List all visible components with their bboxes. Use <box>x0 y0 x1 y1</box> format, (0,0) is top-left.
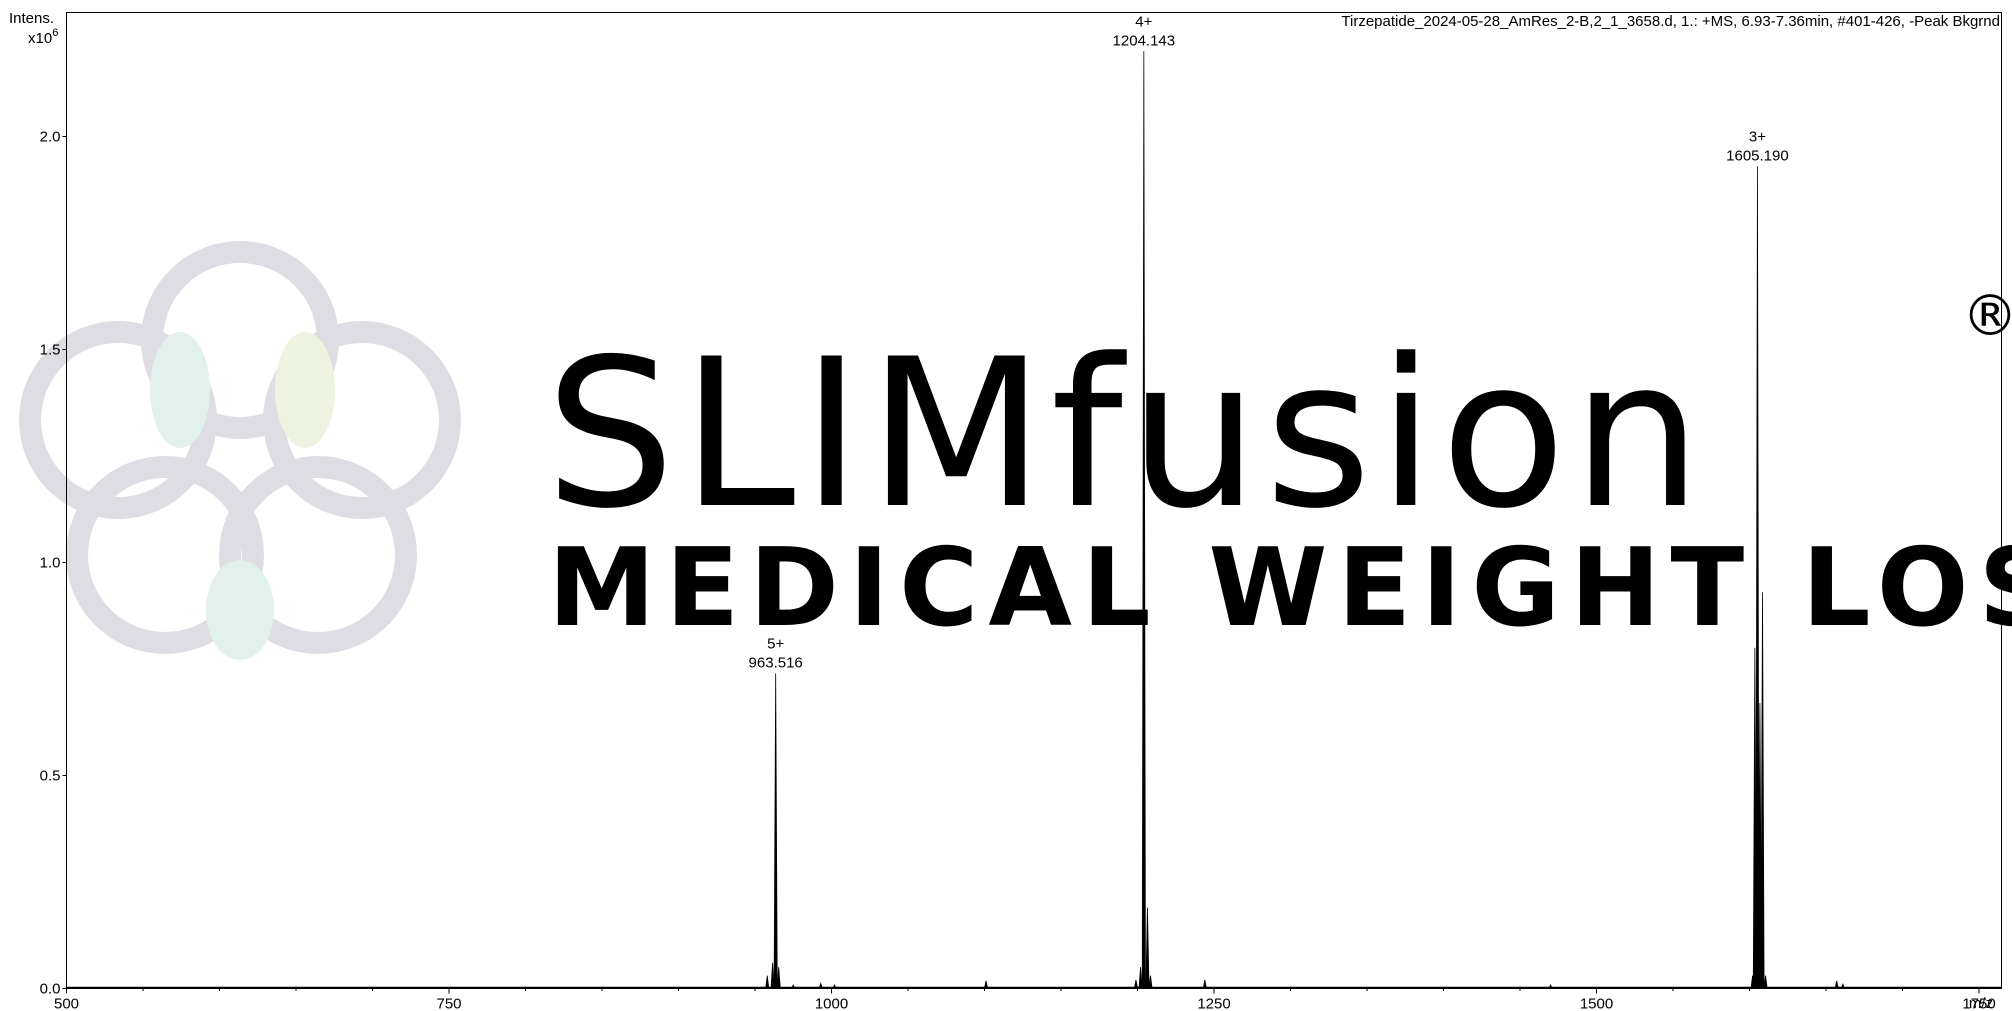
spectrum-peak <box>1548 984 1553 989</box>
x-axis: 50075010001250150017502000225025002750 <box>54 988 1996 1011</box>
spectrum-peak <box>1834 980 1839 989</box>
x-tick-label: 1750 <box>1962 996 1995 1011</box>
x-tick-label: 1500 <box>1580 996 1613 1011</box>
logo-leaf-c <box>206 560 274 660</box>
logo-ring-right <box>263 321 461 519</box>
logo-ring-bottom-left <box>66 456 264 654</box>
spectrum-peak <box>770 962 775 989</box>
spectrum-peak <box>1755 166 1760 989</box>
spectrum-peaks <box>765 51 1846 989</box>
spectrum-peak <box>776 967 781 989</box>
spectrum-peak <box>1202 979 1207 989</box>
spectrum-peak <box>1138 967 1143 989</box>
peak-annotations: 963.5165+1204.1434+1605.1903+1929.625240… <box>749 13 1789 671</box>
y-axis: 0.0 0.5 1.0 1.5 2.0 <box>40 129 67 998</box>
logo-leaf-a <box>150 332 210 448</box>
watermark: SLIMfusion ® MEDICAL WEIGHT LOSS <box>19 241 2012 660</box>
y-axis-label: Intens. <box>9 10 54 27</box>
plot-frame <box>66 12 2002 989</box>
y-tick-label: 2.0 <box>40 129 61 146</box>
x-axis-label: m/z <box>1969 995 1993 1011</box>
spectrum-peak <box>1840 983 1846 989</box>
peak-mz-label: 1204.143 <box>1113 32 1176 49</box>
spectrum-peak <box>1145 907 1150 989</box>
logo-ring-bottom-right <box>219 456 417 654</box>
y-axis-scale-exponent: 6 <box>52 27 58 39</box>
spectrum-peak <box>983 980 989 989</box>
spectrum-peak <box>1133 979 1139 989</box>
x-tick-label: 500 <box>54 996 79 1011</box>
watermark-registered-mark: ® <box>1962 284 2012 349</box>
y-tick-label: 0.5 <box>40 768 61 785</box>
spectrum-peak <box>791 984 796 989</box>
spectrum-peak <box>773 673 778 989</box>
spectrum-peak <box>832 984 837 989</box>
peak-charge-label: 5+ <box>767 635 784 652</box>
spectrum-peak <box>1760 592 1765 989</box>
spectrum-peak <box>1763 975 1768 989</box>
y-tick-label: 1.5 <box>40 342 61 359</box>
watermark-logo <box>19 241 461 660</box>
spectrum-peak <box>818 982 823 989</box>
watermark-brand-text: SLIMfusion <box>545 316 1708 554</box>
logo-ring-left <box>19 321 217 519</box>
spectrum-peak <box>765 975 770 989</box>
y-tick-label: 0.0 <box>40 981 61 998</box>
peak-charge-label: 4+ <box>1135 13 1152 30</box>
logo-leaf-b <box>275 332 335 448</box>
spectrum-title: Tirzepatide_2024-05-28_AmRes_2-B,2_1_365… <box>1341 13 2000 30</box>
spectrum-peak <box>1141 51 1146 989</box>
watermark-tagline-text: MEDICAL WEIGHT LOSS <box>548 526 2012 651</box>
peak-mz-label: 1605.190 <box>1726 147 1789 164</box>
peak-mz-label: 963.516 <box>749 654 803 671</box>
peak-charge-label: 3+ <box>1749 128 1766 145</box>
x-tick-label: 1000 <box>815 996 848 1011</box>
x-tick-label: 750 <box>436 996 461 1011</box>
spectrum-peak <box>1148 975 1153 989</box>
x-tick-label: 1250 <box>1197 996 1230 1011</box>
y-tick-label: 1.0 <box>40 555 61 572</box>
spectrum-peak <box>1757 703 1762 989</box>
y-axis-scale-label: x106 <box>28 27 58 47</box>
